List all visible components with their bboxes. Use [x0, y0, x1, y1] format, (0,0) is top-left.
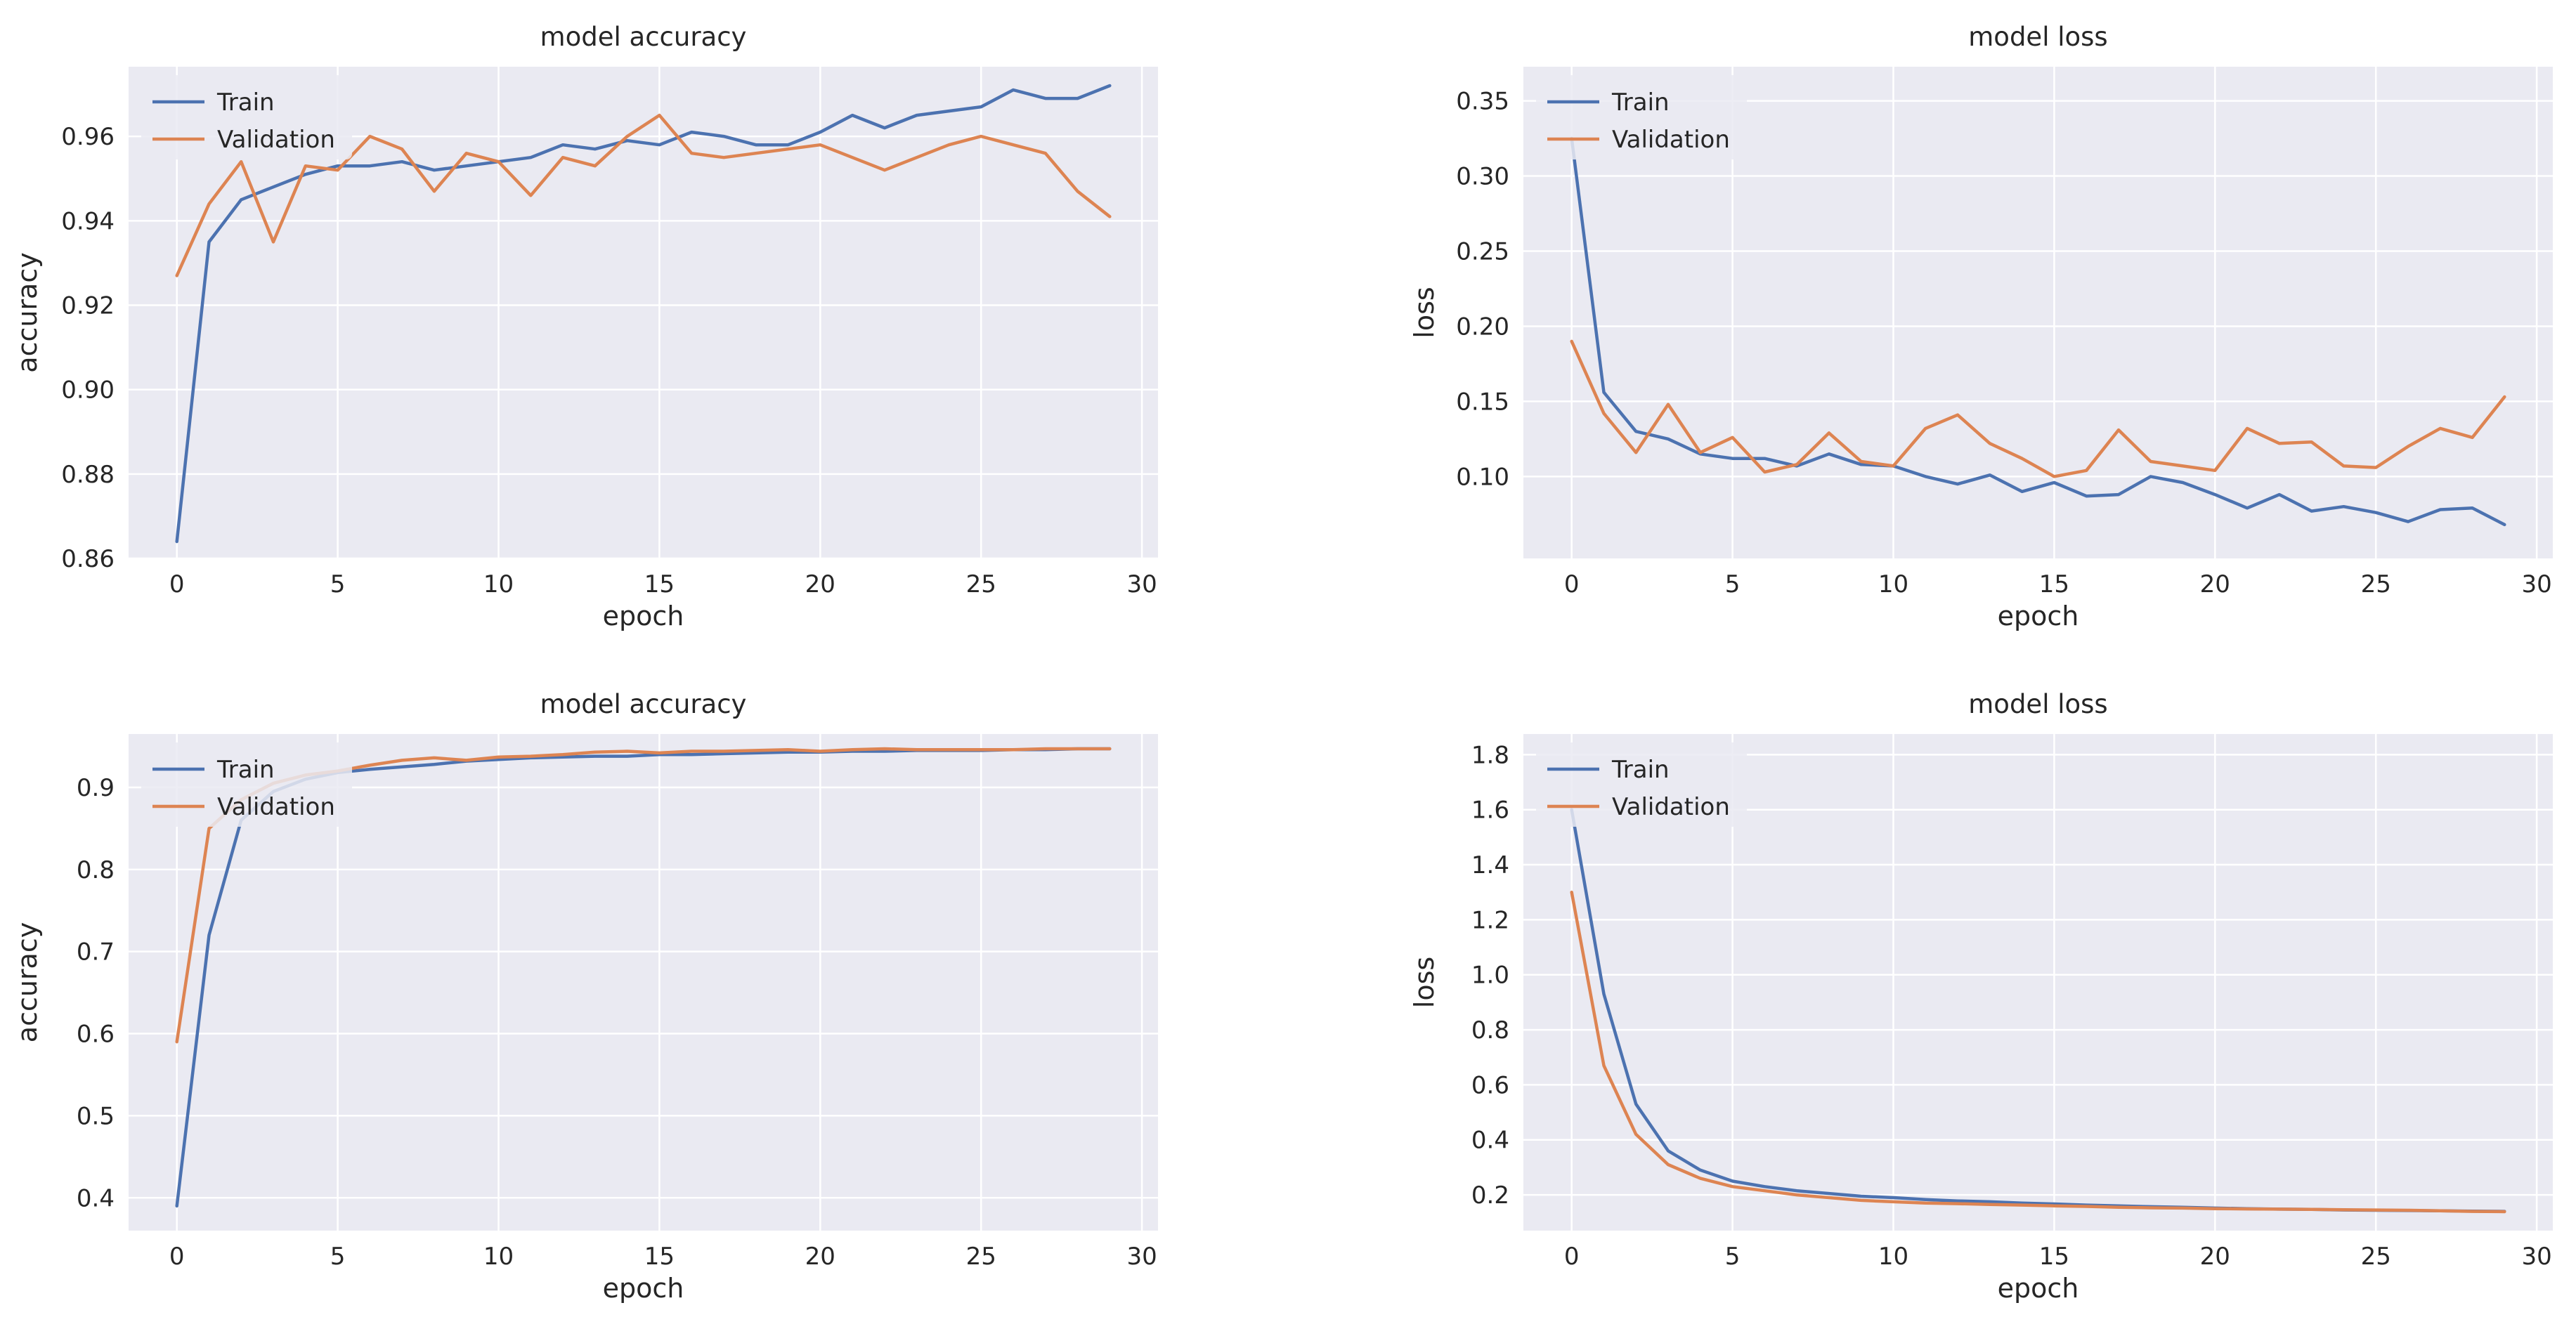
legend: Train Validation [141, 75, 352, 159]
y-tick-label: 1.4 [1471, 851, 1509, 879]
x-tick-label: 15 [644, 570, 675, 598]
x-tick-label: 20 [805, 1243, 835, 1271]
x-tick-label: 25 [966, 570, 996, 598]
chart-title: model accuracy [540, 22, 747, 52]
legend-label: Validation [217, 793, 335, 821]
x-tick-label: 10 [1878, 1243, 1908, 1271]
legend: Train Validation [1536, 75, 1747, 159]
x-tick-label: 5 [1725, 1243, 1741, 1271]
y-tick-label: 0.88 [61, 461, 115, 489]
x-tick-label: 5 [330, 570, 346, 598]
legend-label: Validation [1612, 793, 1730, 821]
x-tick-label: 30 [1126, 570, 1157, 598]
x-tick-label: 10 [483, 570, 514, 598]
x-tick-label: 25 [2361, 1243, 2391, 1271]
y-tick-label: 0.9 [77, 774, 115, 802]
y-tick-label: 0.5 [77, 1102, 115, 1130]
series-line-validation [1570, 339, 2506, 478]
chart-panel-4: 0 5 10 15 20 25 30 0.2 0.4 0.6 0.8 1.0 1.2 1.4 1.6 1.8 m… [1409, 689, 2553, 1304]
chart-panel-3: 0 5 10 15 20 25 30 0.4 0.5 0.6 0.7 0.8 0.9 model accu… [12, 689, 1158, 1304]
x-tick-label: 20 [2200, 570, 2230, 598]
series-line-validation [1570, 890, 2506, 1214]
y-tick-label: 0.2 [1471, 1181, 1509, 1210]
chart-panel-2: 0 5 10 15 20 25 30 0.10 0.15 0.20 0.25 0.30 0.35 mode… [1409, 22, 2553, 631]
y-tick-label: 1.2 [1471, 906, 1509, 934]
legend-label: Validation [217, 126, 335, 154]
x-tick-label: 30 [1126, 1243, 1157, 1271]
y-tick-label: 0.4 [77, 1184, 115, 1212]
x-tick-label: 30 [2521, 570, 2551, 598]
x-tick-label: 5 [330, 1243, 346, 1271]
y-tick-label: 0.20 [1456, 313, 1509, 341]
y-tick-label: 0.6 [77, 1021, 115, 1049]
y-tick-label: 1.6 [1471, 797, 1509, 825]
y-tick-label: 0.4 [1471, 1127, 1509, 1155]
legend-label: Train [216, 756, 275, 784]
y-tick-label: 0.15 [1456, 388, 1509, 416]
x-tick-label: 0 [1564, 570, 1580, 598]
y-tick-label: 0.90 [61, 376, 115, 405]
x-tick-label: 20 [2200, 1243, 2230, 1271]
y-tick-label: 1.8 [1471, 741, 1509, 769]
x-axis-label: epoch [603, 601, 684, 631]
y-axis-label: accuracy [12, 252, 43, 372]
x-tick-label: 25 [2361, 570, 2391, 598]
y-tick-label: 0.10 [1456, 463, 1509, 491]
y-tick-label: 0.25 [1456, 238, 1509, 266]
x-tick-label: 15 [2039, 1243, 2069, 1271]
x-tick-label: 15 [644, 1243, 675, 1271]
legend-label: Train [1611, 89, 1670, 117]
legend-label: Train [1611, 756, 1670, 784]
chart-title: model loss [1968, 22, 2107, 52]
y-tick-label: 0.6 [1471, 1071, 1509, 1099]
y-axis-label: loss [1409, 957, 1440, 1008]
x-tick-label: 10 [483, 1243, 514, 1271]
x-tick-label: 0 [169, 570, 185, 598]
chart-panel-1: 0 5 10 15 20 25 30 0.86 0.88 0.90 0.92 0.94 0.96 mode… [12, 22, 1158, 631]
x-tick-label: 15 [2039, 570, 2069, 598]
series-line-validation [175, 113, 1112, 277]
legend-label: Validation [1612, 126, 1730, 154]
chart-title: model accuracy [540, 689, 747, 719]
y-axis-label: loss [1409, 287, 1440, 338]
x-axis-label: epoch [603, 1273, 684, 1304]
x-tick-label: 25 [966, 1243, 996, 1271]
x-tick-label: 5 [1725, 570, 1741, 598]
y-tick-label: 0.35 [1456, 88, 1509, 116]
y-tick-label: 0.30 [1456, 163, 1509, 191]
x-axis-label: epoch [1998, 1273, 2079, 1304]
y-tick-label: 0.7 [77, 938, 115, 967]
x-tick-label: 30 [2521, 1243, 2551, 1271]
y-tick-label: 0.92 [61, 292, 115, 320]
y-axis-label: accuracy [12, 922, 43, 1042]
x-tick-label: 10 [1878, 570, 1908, 598]
legend-label: Train [216, 89, 275, 117]
legend: Train Validation [1536, 742, 1747, 827]
x-tick-label: 0 [169, 1243, 185, 1271]
x-tick-label: 0 [1564, 1243, 1580, 1271]
chart-title: model loss [1968, 689, 2107, 719]
y-tick-label: 0.8 [1471, 1016, 1509, 1044]
y-tick-label: 0.86 [61, 545, 115, 573]
y-tick-label: 0.96 [61, 123, 115, 151]
y-tick-label: 1.0 [1471, 962, 1509, 990]
legend: Train Validation [141, 742, 352, 827]
series-line-train [1570, 136, 2506, 527]
series-line-train [175, 84, 1112, 544]
y-tick-label: 0.94 [61, 207, 115, 235]
y-tick-label: 0.8 [77, 856, 115, 884]
x-axis-label: epoch [1998, 601, 2079, 631]
x-tick-label: 20 [805, 570, 835, 598]
